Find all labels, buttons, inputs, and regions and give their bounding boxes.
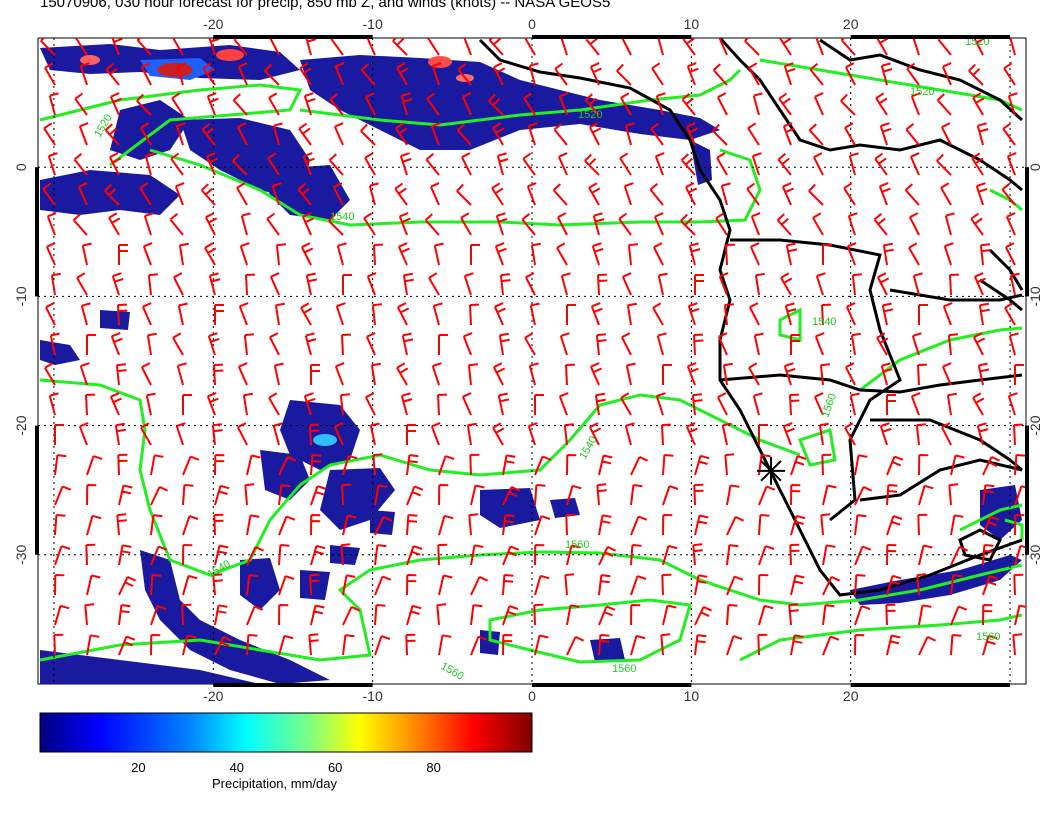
edge-bar <box>850 683 1011 687</box>
lon-tick-label: 0 <box>528 688 536 704</box>
edge-bar <box>1025 425 1029 555</box>
coastline-borders <box>478 38 1024 597</box>
lat-tick-label: -20 <box>13 415 29 435</box>
contour-label: 1560 <box>612 663 636 675</box>
lon-tick-label: -10 <box>363 16 383 32</box>
edge-bar <box>35 425 39 555</box>
lon-ticks-bottom: -20 -10 0 10 20 <box>203 688 859 704</box>
colorbar <box>39 712 533 753</box>
lon-tick-label: -10 <box>363 688 383 704</box>
lat-tick-label: -10 <box>13 286 29 306</box>
frame-edge-bars <box>35 35 1029 687</box>
marker-stroke <box>760 460 782 482</box>
lat-tick-label: -30 <box>1027 544 1043 564</box>
lat-tick-label: -20 <box>1027 415 1043 435</box>
colorbar-label: Precipitation, mm/day <box>212 776 337 791</box>
wind-barbs <box>40 38 1026 656</box>
lon-tick-label: 20 <box>843 16 859 32</box>
colorbar-tick-label: 60 <box>328 760 342 775</box>
lat-tick-label: 0 <box>1027 163 1043 171</box>
lon-ticks-top: -20 -10 0 10 20 <box>203 16 859 32</box>
colorbar-tick-label: 80 <box>426 760 440 775</box>
lat-tick-label: -10 <box>1027 286 1043 306</box>
lon-tick-label: 10 <box>684 16 700 32</box>
contour-label: 1560 <box>565 539 589 551</box>
edge-bar <box>532 683 692 687</box>
colorbar-ticks: 20 40 60 80 <box>131 760 441 775</box>
lon-tick-label: -20 <box>203 688 223 704</box>
edge-bar <box>850 35 1011 39</box>
colorbar-tick-label: 40 <box>230 760 244 775</box>
contour-label: 1540 <box>812 316 836 328</box>
contour-label: 1520 <box>965 36 989 48</box>
edge-bar <box>213 683 373 687</box>
contour-label: 1520 <box>578 109 602 121</box>
edge-bar <box>532 35 692 39</box>
height-contours <box>39 58 1024 664</box>
lat-tick-label: -30 <box>13 544 29 564</box>
location-marker <box>757 456 786 485</box>
contour-label: 1560 <box>976 631 1000 643</box>
colorbar-tick-label: 20 <box>131 760 145 775</box>
edge-bar <box>35 167 39 297</box>
wind-barb-path <box>40 38 1026 656</box>
contour-label: 1520 <box>910 86 934 98</box>
lat-tick-label: 0 <box>13 163 29 171</box>
lat-ticks-right: 0 -10 -20 -30 <box>1027 163 1043 565</box>
edge-bar <box>213 35 373 39</box>
lon-tick-label: 20 <box>843 688 859 704</box>
lon-tick-label: -20 <box>203 16 223 32</box>
map-title: 15070906, 030 hour forecast for precip, … <box>40 0 611 11</box>
edge-bar <box>1025 167 1029 297</box>
lon-tick-label: 0 <box>528 16 536 32</box>
contour-label: 1540 <box>330 211 354 223</box>
lon-tick-label: 10 <box>684 688 700 704</box>
lat-ticks-left: 0 -10 -20 -30 <box>13 163 29 565</box>
